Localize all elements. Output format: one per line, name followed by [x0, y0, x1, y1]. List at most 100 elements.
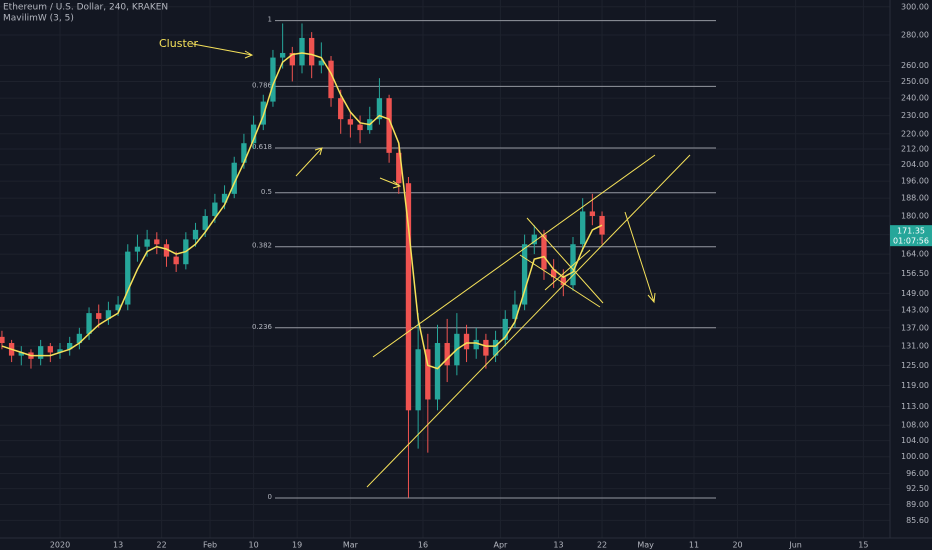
candle-body [463, 333, 470, 350]
candle-body [299, 37, 305, 66]
y-tick-label: 104.00 [901, 436, 929, 445]
candle-body [550, 269, 557, 278]
candle-body [57, 349, 63, 353]
candle-body [202, 215, 208, 230]
fib-label: 0.236 [252, 323, 273, 331]
arrow [295, 147, 323, 177]
x-tick-label: Jun [788, 541, 802, 550]
candle-body [86, 313, 92, 334]
x-tick-label: May [637, 541, 654, 550]
y-tick-label: 240.00 [901, 94, 929, 103]
candle-body [376, 98, 383, 120]
candle-body [444, 343, 450, 366]
y-tick-label: 280.00 [901, 31, 929, 40]
candle-body [502, 318, 508, 340]
chart-title: Ethereum / U.S. Dollar, 240, KRAKEN [3, 3, 168, 13]
y-tick-label: 164.00 [901, 250, 929, 259]
y-tick-label: 212.00 [901, 144, 929, 153]
y-tick-label: 188.00 [901, 194, 929, 203]
x-tick-label: 19 [292, 541, 302, 550]
x-tick-label: 20 [732, 541, 742, 550]
price-axis [890, 0, 932, 550]
x-tick-label: 10 [249, 541, 259, 550]
candle-body [425, 349, 431, 400]
y-tick-label: 119.00 [901, 381, 929, 390]
candle-body [231, 162, 237, 194]
trend-line [366, 154, 691, 488]
y-tick-label: 220.00 [901, 129, 929, 138]
y-tick-label: 85.60 [906, 516, 929, 525]
y-tick-label: 300.00 [901, 2, 929, 11]
candle-body [338, 98, 344, 120]
candle-body [18, 352, 24, 356]
candle-body [76, 333, 83, 344]
candle-body [521, 244, 528, 305]
x-tick-label: 2020 [50, 541, 70, 550]
arrow [192, 43, 254, 59]
indicator-line [1, 52, 603, 370]
candle-body [173, 256, 179, 265]
candle-body [279, 52, 286, 58]
y-tick-label: 260.00 [901, 61, 929, 70]
y-tick-label: 125.00 [901, 361, 929, 370]
fib-levels: 1 0.786 0.618 0.5 0.382 0.236 0 [252, 16, 716, 501]
fib-label: 0.618 [252, 143, 272, 151]
candle-body [589, 211, 596, 216]
candle-body [347, 119, 354, 125]
annotation: Cluster [159, 37, 199, 50]
trend-line [544, 249, 591, 291]
candle-body [96, 313, 102, 319]
trend-line [519, 254, 601, 308]
candle-body [415, 349, 421, 411]
candle-body [134, 246, 141, 252]
y-tick-label: 113.00 [901, 402, 929, 411]
candle-body [541, 234, 547, 270]
fib-label: 1 [268, 16, 272, 24]
x-tick-label: 22 [597, 541, 607, 550]
candle-body [386, 98, 392, 153]
arrow [624, 211, 656, 304]
candle-body [473, 339, 479, 350]
y-tick-label: 100.00 [901, 452, 929, 461]
candle-body [318, 60, 325, 66]
y-tick-label: 89.00 [906, 500, 929, 509]
candle-body [328, 60, 334, 99]
candle-body [260, 101, 266, 125]
x-tick-label: 16 [418, 541, 428, 550]
trend-line [526, 217, 604, 304]
candle-body [241, 143, 247, 163]
candle-body [212, 202, 218, 216]
indicator-name: MavilimW (3, 5) [3, 14, 74, 24]
candle-body [0, 336, 5, 344]
last-price: 171.35 [897, 227, 925, 236]
last-price-box [890, 225, 932, 247]
candle-body [192, 229, 199, 240]
candle-body [163, 244, 170, 257]
candle-body [105, 310, 112, 319]
candle-body [309, 37, 315, 66]
candle-body [250, 124, 257, 144]
y-tick-label: 230.00 [901, 111, 929, 120]
candle-body [125, 251, 131, 305]
candle-body [221, 193, 228, 203]
x-tick-label: 15 [858, 541, 868, 550]
trend-line [372, 154, 656, 358]
candle-body [289, 52, 295, 66]
candle-body [512, 304, 518, 319]
x-tick-label: Feb [203, 541, 217, 550]
y-tick-label: 92.50 [906, 484, 929, 493]
fib-label: 0 [268, 493, 272, 501]
candle-body [115, 304, 121, 311]
candle-body [357, 124, 363, 131]
candle-body [270, 57, 276, 102]
fib-label: 0.5 [261, 188, 272, 196]
candle-body [144, 239, 150, 247]
x-tick-label: Mar [343, 541, 359, 550]
fib-label: 0.786 [252, 81, 273, 89]
y-tick-label: 96.00 [906, 469, 929, 478]
candle-body [580, 211, 586, 245]
candle-body [434, 343, 441, 400]
candle-body [492, 339, 499, 356]
